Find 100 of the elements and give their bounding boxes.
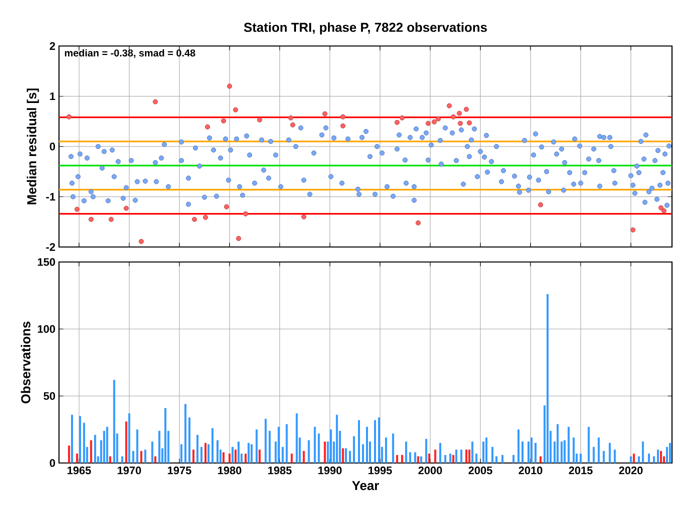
bar (482, 442, 484, 463)
point (538, 202, 544, 208)
bar (336, 414, 338, 463)
y-tick-label: 0 (50, 142, 56, 150)
point (301, 214, 306, 220)
point (658, 205, 664, 210)
bar (392, 434, 394, 463)
bar (200, 446, 202, 463)
bar (455, 450, 458, 463)
bar (580, 454, 582, 463)
bar (324, 442, 326, 463)
bar (608, 442, 611, 463)
bar (216, 440, 219, 463)
bar (572, 438, 575, 463)
point (416, 220, 421, 226)
x-tick-label: 1970 (118, 466, 141, 474)
bar (358, 420, 360, 463)
chart-title: Station TRI, phase P, 7822 observations (244, 22, 487, 34)
point (436, 116, 441, 122)
bar (439, 442, 442, 463)
point (204, 124, 210, 130)
bar (660, 450, 662, 463)
bar (648, 454, 650, 463)
bar (258, 450, 261, 463)
bar (264, 418, 267, 463)
bar (136, 430, 138, 463)
point (257, 117, 262, 122)
bar (125, 421, 128, 463)
x-tick-label: 2010 (518, 466, 542, 474)
bar (106, 426, 108, 463)
bar (352, 436, 355, 463)
bar (308, 440, 310, 463)
bar (344, 448, 347, 463)
bar (83, 422, 86, 463)
bar (140, 450, 142, 463)
bar (250, 444, 253, 463)
bar (656, 450, 659, 463)
bar (76, 454, 78, 463)
bar (465, 450, 468, 463)
y-tick-label: -2 (46, 243, 56, 251)
bar (588, 426, 590, 463)
y-tick-label: 2 (50, 42, 56, 50)
x-tick-label: 1985 (268, 466, 292, 474)
point (288, 115, 294, 120)
bar (79, 416, 82, 463)
bar (232, 446, 234, 463)
bar (564, 440, 566, 463)
bar (154, 456, 156, 463)
point (152, 99, 158, 104)
x-tick-label: 1965 (68, 466, 91, 474)
point (450, 114, 456, 120)
bar (485, 438, 488, 463)
bar (434, 450, 436, 463)
bar (518, 430, 520, 463)
bar (592, 446, 595, 463)
bar (164, 408, 166, 463)
bar (630, 456, 632, 463)
bar (512, 454, 514, 463)
y-tick-label: 1 (50, 92, 56, 100)
bar (268, 430, 271, 463)
bar (290, 454, 293, 463)
point (446, 103, 452, 108)
bar (109, 456, 112, 463)
bar (534, 442, 537, 463)
bar (560, 442, 563, 463)
point (340, 123, 346, 128)
bar (401, 454, 404, 463)
bar (668, 442, 671, 463)
bar (278, 426, 280, 463)
bar (425, 438, 428, 463)
point (88, 216, 94, 222)
bar (452, 454, 454, 463)
x-axis-title: Year (352, 481, 379, 490)
bar (158, 430, 160, 463)
point (224, 204, 230, 210)
bar (444, 454, 446, 463)
bar (244, 454, 247, 463)
point (661, 208, 667, 214)
bar (598, 438, 600, 463)
point (74, 206, 80, 212)
point (202, 214, 208, 220)
x-tick-label: 1995 (368, 466, 392, 474)
point (227, 84, 232, 89)
y-tick-label: 150 (38, 258, 56, 266)
bar (428, 454, 430, 463)
bar (103, 430, 106, 463)
point (394, 120, 400, 125)
bar (234, 450, 237, 463)
bar (396, 454, 398, 463)
bar (362, 444, 364, 463)
bar (602, 450, 605, 463)
bar (495, 456, 498, 463)
bar (282, 446, 284, 463)
bar (248, 442, 250, 463)
bar (417, 456, 420, 463)
x-tick-label: 2005 (468, 466, 492, 474)
point (630, 227, 636, 232)
bar (132, 450, 134, 463)
bar (90, 440, 92, 463)
bar (501, 454, 504, 463)
